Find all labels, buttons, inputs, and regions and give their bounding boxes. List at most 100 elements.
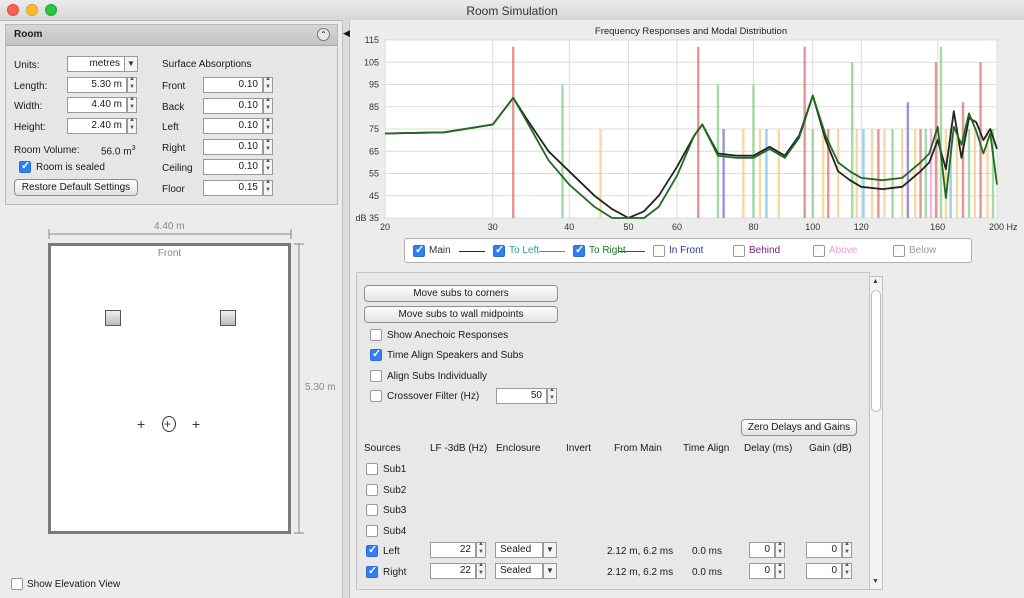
left-gain-input[interactable]: 0	[806, 542, 842, 558]
left-delay-stepper[interactable]	[775, 541, 785, 558]
column-header-3: Invert	[566, 443, 592, 454]
mode-bar	[811, 129, 814, 218]
right-delay-stepper[interactable]	[775, 562, 785, 579]
room-panel-title: Room	[14, 29, 43, 40]
absorption-stepper-floor[interactable]	[263, 179, 273, 196]
absorption-label-front: Front	[162, 81, 186, 92]
legend-checkbox-main[interactable]	[413, 243, 425, 257]
length-stepper[interactable]	[127, 76, 137, 93]
absorption-input-back[interactable]: 0.10	[203, 97, 263, 114]
legend-checkbox-in-front[interactable]	[653, 245, 665, 257]
restore-defaults-button[interactable]: Restore Default Settings	[14, 179, 138, 196]
x-tick-label: 200 Hz	[989, 222, 1018, 232]
left-lf-stepper[interactable]	[476, 541, 486, 558]
right-delay-input[interactable]: 0	[749, 563, 775, 579]
height-input[interactable]: 2.40 m	[67, 118, 127, 134]
absorption-stepper-front[interactable]	[263, 76, 273, 93]
right-ear-crosshair-icon: +	[192, 416, 201, 432]
time-align-checkbox[interactable]	[370, 347, 382, 361]
move-subs-corners-button[interactable]: Move subs to corners	[364, 285, 558, 302]
right-enclosure-dropdown-icon[interactable]	[543, 563, 557, 579]
crossover-stepper[interactable]	[547, 387, 557, 404]
left-delay-input[interactable]: 0	[749, 542, 775, 558]
zero-delays-gains-button[interactable]: Zero Delays and Gains	[741, 419, 857, 436]
right-enclosure-select[interactable]: Sealed	[495, 563, 543, 579]
left-gain-stepper[interactable]	[842, 541, 852, 558]
absorption-input-front[interactable]: 0.10	[203, 77, 263, 93]
length-label: Length:	[14, 81, 48, 92]
panel-splitter[interactable]: ◀	[342, 20, 350, 598]
sub1-checkbox[interactable]	[366, 463, 378, 475]
absorption-input-ceiling[interactable]: 0.10	[203, 159, 263, 176]
absorption-input-right[interactable]: 0.10	[203, 138, 263, 155]
right-speaker-icon[interactable]	[220, 310, 236, 326]
x-tick-label: 60	[672, 222, 682, 232]
show-elevation-checkbox[interactable]	[11, 578, 23, 590]
crossover-checkbox[interactable]	[370, 390, 382, 402]
units-select[interactable]: metres	[67, 56, 125, 72]
legend-label-main: Main	[429, 245, 451, 256]
sub3-checkbox[interactable]	[366, 504, 378, 516]
length-input[interactable]: 5.30 m	[67, 77, 127, 93]
absorption-input-floor[interactable]: 0.15	[203, 180, 263, 196]
legend-label-to-right: To Right	[589, 245, 626, 256]
align-subs-label: Align Subs Individually	[387, 371, 488, 382]
show-anechoic-checkbox[interactable]	[370, 329, 382, 341]
sub4-checkbox[interactable]	[366, 524, 378, 537]
collapse-icon[interactable]: ⌃	[317, 28, 330, 41]
left-enclosure-select[interactable]: Sealed	[495, 542, 543, 558]
sub2-checkbox[interactable]	[366, 483, 378, 496]
move-subs-midpoints-button[interactable]: Move subs to wall midpoints	[364, 306, 558, 323]
absorption-stepper-ceiling[interactable]	[263, 158, 273, 176]
series-line-main	[384, 94, 998, 219]
zoom-window-button[interactable]	[45, 4, 57, 16]
align-subs-checkbox[interactable]	[370, 370, 382, 382]
right-lf-input[interactable]: 22	[430, 563, 476, 579]
left-ear-crosshair-icon: +	[137, 416, 146, 432]
mode-bar	[827, 129, 830, 218]
scroll-down-icon[interactable]: ▼	[872, 578, 879, 585]
legend-checkbox-to-right[interactable]	[573, 243, 585, 257]
listener-head-icon[interactable]	[162, 416, 176, 432]
legend-checkbox-behind[interactable]	[733, 245, 745, 257]
height-stepper[interactable]	[127, 117, 137, 134]
y-tick-label: 85	[369, 102, 379, 112]
absorption-input-left[interactable]: 0.10	[203, 118, 263, 135]
absorption-stepper-back[interactable]	[263, 97, 273, 114]
column-header-1: LF -3dB (Hz)	[430, 443, 488, 454]
right-source-checkbox[interactable]	[366, 564, 378, 578]
room-plan[interactable]: Front + + +	[48, 243, 291, 534]
crossover-input[interactable]: 50	[496, 388, 547, 404]
right-from-main: 2.12 m, 6.2 ms	[607, 567, 674, 578]
right-gain-stepper[interactable]	[842, 562, 852, 579]
legend-checkbox-to-left[interactable]	[493, 243, 505, 257]
left-source-checkbox[interactable]	[366, 543, 378, 557]
right-lf-stepper[interactable]	[476, 562, 486, 579]
absorption-stepper-left[interactable]	[263, 117, 273, 135]
minimize-window-button[interactable]	[26, 4, 38, 16]
room-volume-label: Room Volume:	[14, 145, 80, 156]
absorption-stepper-right[interactable]	[263, 138, 273, 155]
close-window-button[interactable]	[7, 4, 19, 16]
series-line-to-right	[384, 94, 998, 219]
plan-width-dimension-line	[48, 229, 292, 239]
mode-bar	[599, 129, 602, 218]
left-enclosure-dropdown-icon[interactable]	[543, 542, 557, 558]
left-speaker-icon[interactable]	[105, 310, 121, 326]
y-tick-label: dB 35	[355, 213, 379, 223]
mode-bar	[961, 102, 965, 218]
left-lf-input[interactable]: 22	[430, 542, 476, 558]
right-gain-input[interactable]: 0	[806, 563, 842, 579]
legend-checkbox-below[interactable]	[893, 245, 905, 257]
width-stepper[interactable]	[127, 96, 137, 113]
sources-scrollbar-thumb[interactable]	[871, 290, 881, 412]
room-panel-header[interactable]: Room ⌃	[6, 25, 337, 46]
width-input[interactable]: 4.40 m	[67, 97, 127, 113]
legend-checkbox-above[interactable]	[813, 245, 825, 257]
room-sealed-checkbox[interactable]	[19, 159, 31, 173]
collapse-left-arrow-icon[interactable]: ◀	[343, 28, 350, 38]
scroll-up-icon[interactable]: ▲	[872, 278, 879, 285]
units-dropdown-icon[interactable]	[124, 56, 138, 72]
surface-absorptions-title: Surface Absorptions	[162, 59, 252, 70]
x-tick-label: 20	[380, 222, 390, 232]
